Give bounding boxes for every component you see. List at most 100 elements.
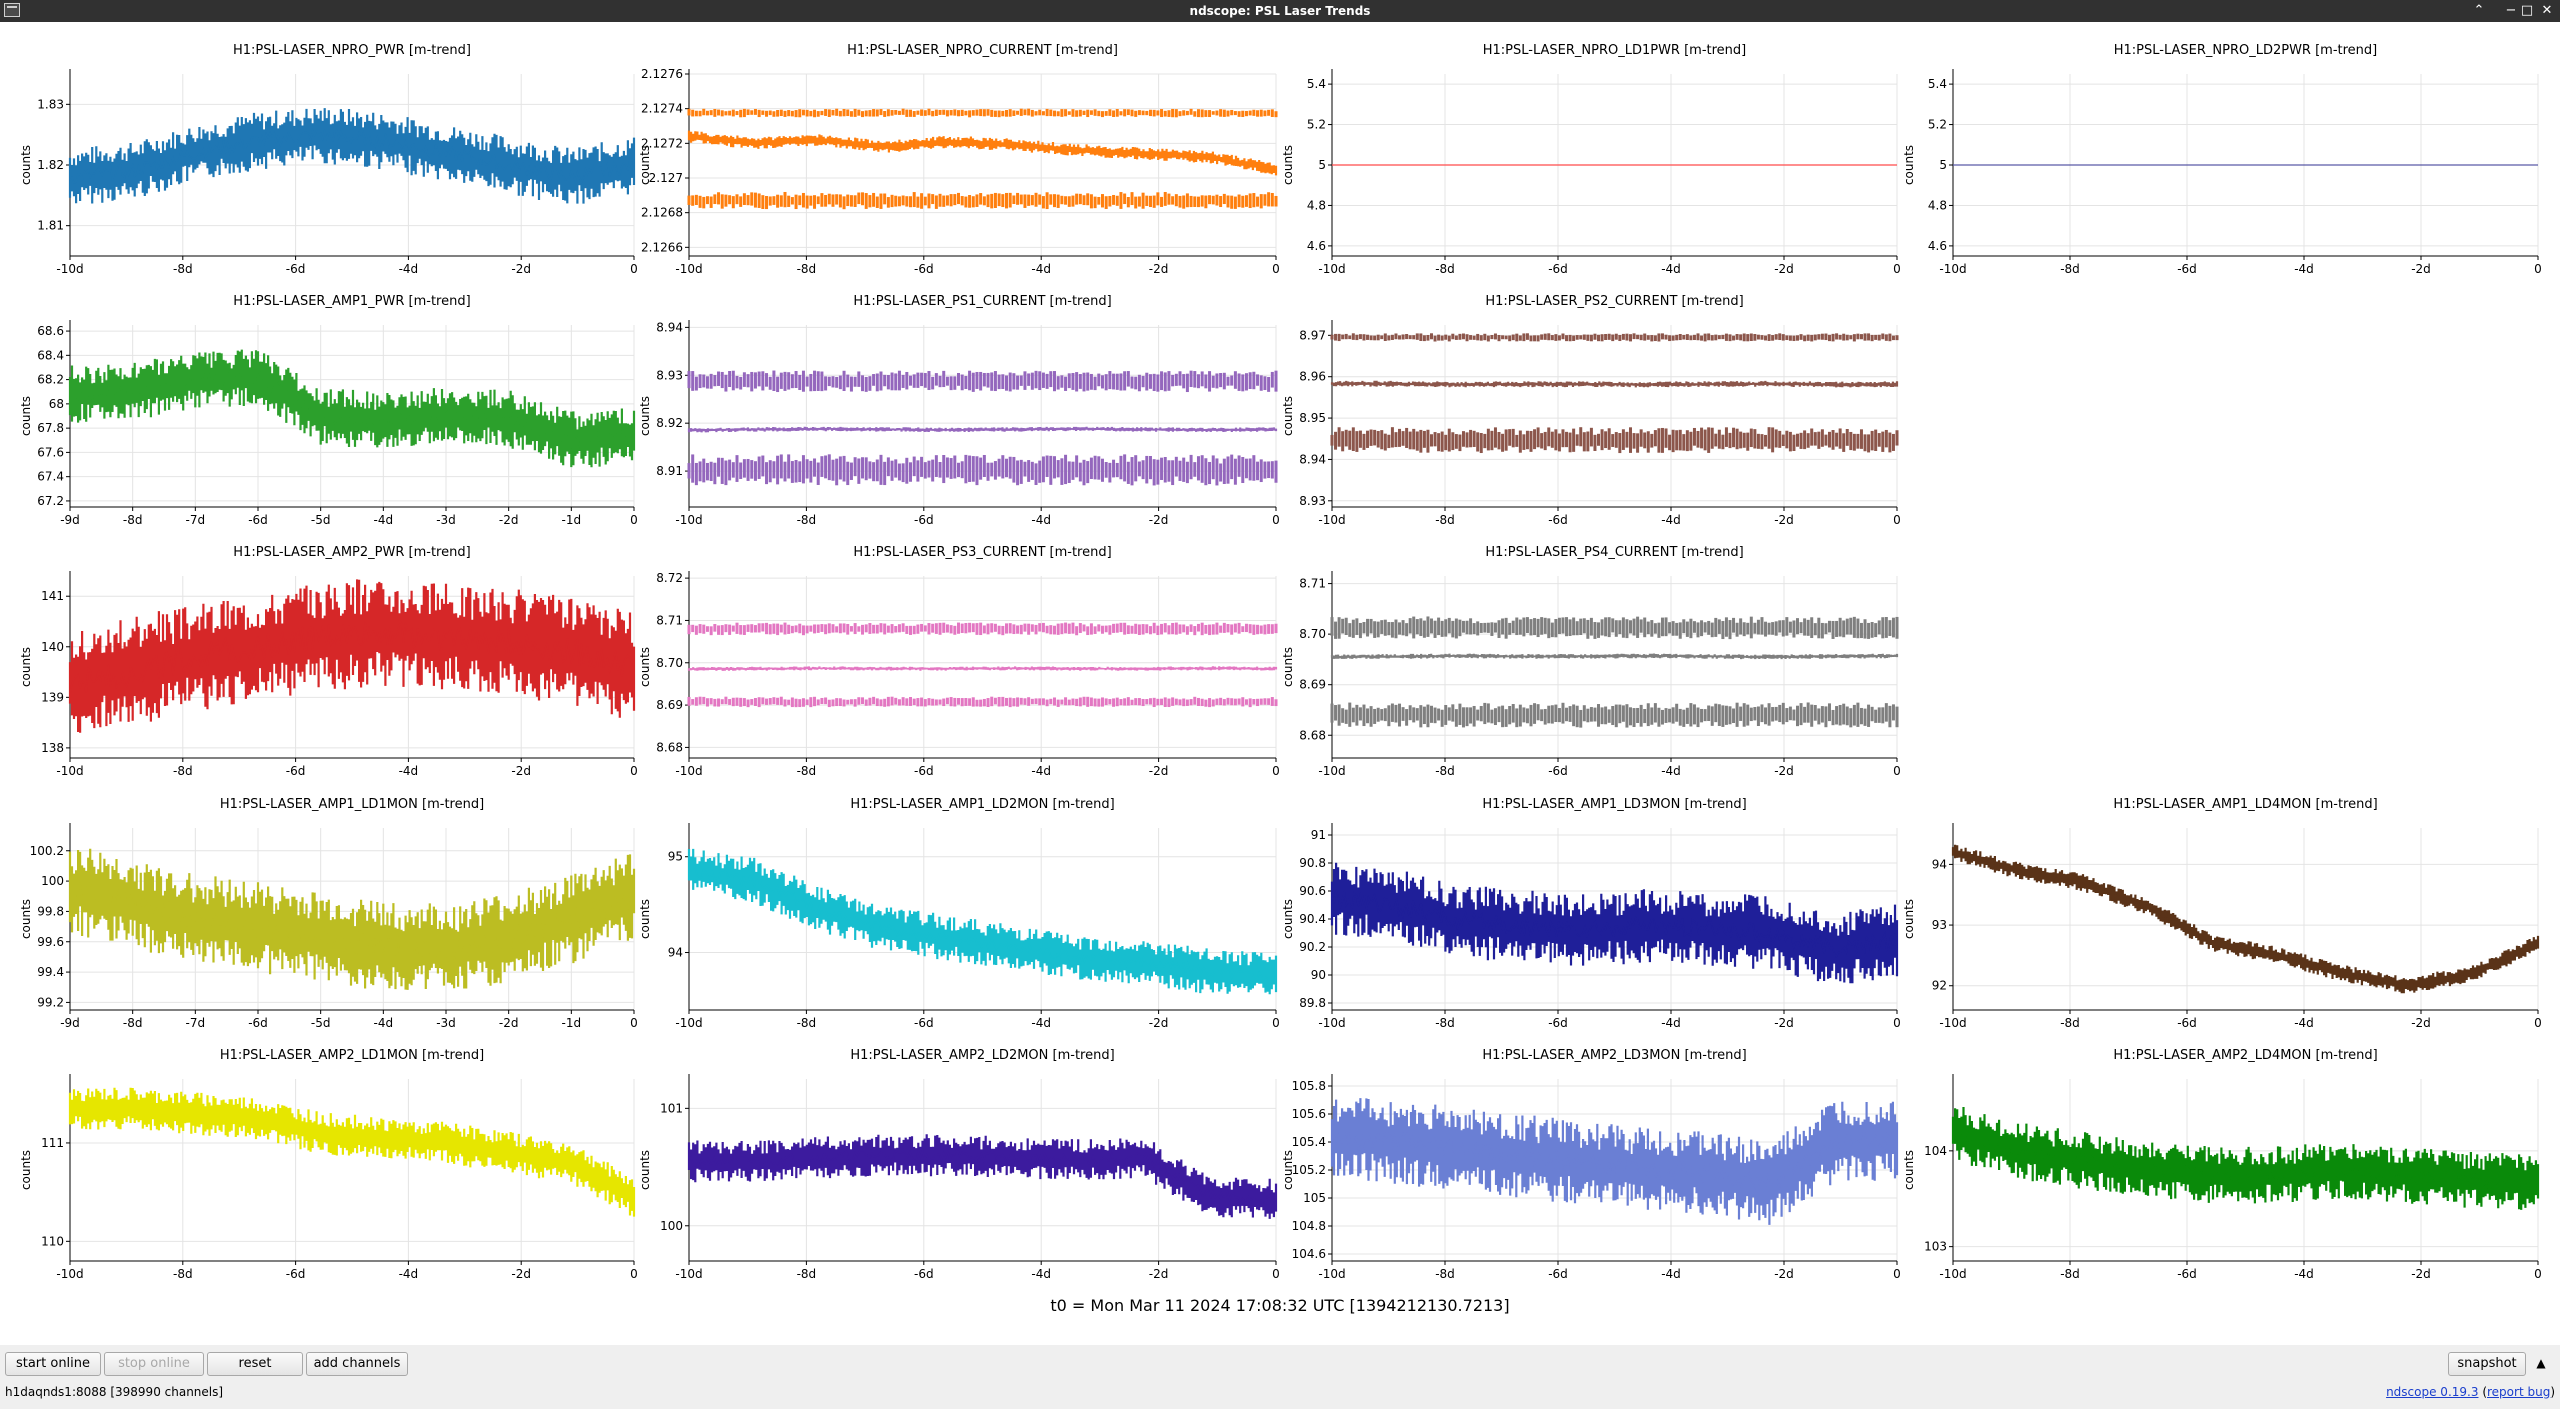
series-envelope: [1951, 1107, 2540, 1210]
series: [1330, 862, 1899, 984]
keep-above-icon[interactable]: ⌃: [2473, 3, 2485, 18]
report-bug-link[interactable]: report bug: [2487, 1385, 2551, 1399]
y-tick-label: 8.69: [656, 698, 683, 712]
x-tick-label: -10d: [56, 764, 83, 778]
chart-title: H1:PSL-LASER_PS4_CURRENT [m-trend]: [1485, 545, 1743, 560]
series-envelope: [687, 1134, 1278, 1219]
series-line: [688, 866, 1277, 981]
y-tick-label: 8.71: [656, 613, 683, 627]
x-tick-label: -4d: [1031, 1267, 1051, 1281]
y-tick-label: 8.70: [1299, 627, 1326, 641]
maximize-icon[interactable]: □: [2520, 3, 2534, 18]
x-tick-label: 0: [1272, 262, 1280, 276]
chart-panel[interactable]: H1:PSL-LASER_AMP1_LD3MON [m-trend] counts…: [1281, 797, 1901, 1030]
chart-panel[interactable]: H1:PSL-LASER_AMP2_LD4MON [m-trend] counts…: [1902, 1048, 2542, 1281]
chart-panel[interactable]: H1:PSL-LASER_NPRO_LD1PWR [m-trend] counts…: [1281, 43, 1901, 276]
x-tick-label: -2d: [1774, 262, 1794, 276]
chart-panel[interactable]: H1:PSL-LASER_AMP2_LD1MON [m-trend] counts…: [19, 1048, 638, 1281]
x-tick-label: -4d: [399, 1267, 419, 1281]
plot-area[interactable]: H1:PSL-LASER_NPRO_PWR [m-trend] counts 1.8…: [0, 22, 2560, 1345]
series-line: [69, 882, 635, 961]
stop-online-label: stop online: [118, 1356, 190, 1371]
y-tick-label: 91: [1311, 828, 1326, 842]
x-tick-label: -4d: [2294, 262, 2314, 276]
collapse-arrow-icon[interactable]: ▲: [2536, 1356, 2546, 1370]
add-channels-button[interactable]: add channels: [306, 1352, 408, 1376]
series: [687, 622, 1278, 708]
y-axis-label: counts: [19, 145, 33, 185]
app-icon[interactable]: [4, 3, 20, 17]
x-tick-label: -4d: [1031, 1016, 1051, 1030]
x-tick-label: -4d: [1031, 764, 1051, 778]
x-tick-label: -6d: [914, 764, 934, 778]
series: [68, 848, 636, 990]
add-channels-label: add channels: [313, 1356, 401, 1371]
x-tick-label: -2d: [1149, 262, 1169, 276]
y-axis-label: counts: [19, 1150, 33, 1190]
series-line: [688, 667, 1276, 671]
stop-online-button: stop online: [104, 1352, 204, 1376]
y-tick-label: 2.1276: [641, 67, 683, 81]
chart-panel[interactable]: H1:PSL-LASER_PS3_CURRENT [m-trend] counts…: [638, 545, 1280, 778]
series: [1330, 333, 1899, 454]
snapshot-button[interactable]: snapshot: [2448, 1352, 2526, 1376]
reset-button[interactable]: reset: [207, 1352, 303, 1376]
chart-panel[interactable]: H1:PSL-LASER_AMP2_LD2MON [m-trend] counts…: [638, 1048, 1280, 1281]
x-tick-label: -6d: [286, 764, 306, 778]
x-tick-label: -3d: [436, 513, 456, 527]
chart-panel[interactable]: H1:PSL-LASER_PS2_CURRENT [m-trend] counts…: [1281, 294, 1901, 527]
chart-panel[interactable]: H1:PSL-LASER_AMP2_LD3MON [m-trend] counts…: [1281, 1048, 1901, 1281]
y-axis-label: counts: [638, 647, 652, 687]
chart-title: H1:PSL-LASER_NPRO_LD1PWR [m-trend]: [1483, 43, 1747, 58]
series-envelope: [68, 579, 636, 733]
series-envelope: [1951, 844, 2540, 994]
chart-title: H1:PSL-LASER_PS1_CURRENT [m-trend]: [853, 294, 1111, 309]
x-tick-label: -8d: [2060, 1267, 2080, 1281]
x-tick-label: -4d: [1661, 513, 1681, 527]
x-tick-label: -2d: [511, 1267, 531, 1281]
x-tick-label: -2d: [2411, 262, 2431, 276]
y-tick-label: 1.81: [37, 219, 64, 233]
minimize-icon[interactable]: −: [2505, 3, 2517, 18]
y-axis-label: counts: [1281, 145, 1295, 185]
chart-panel[interactable]: H1:PSL-LASER_AMP1_LD4MON [m-trend] counts…: [1902, 797, 2542, 1030]
series: [687, 1134, 1278, 1219]
x-tick-label: -6d: [248, 1016, 268, 1030]
y-tick-label: 100: [660, 1219, 683, 1233]
y-tick-label: 104.6: [1292, 1247, 1326, 1261]
y-tick-label: 68.4: [37, 348, 64, 362]
x-tick-label: -2d: [511, 262, 531, 276]
series-line: [69, 127, 635, 185]
plot-grid[interactable]: H1:PSL-LASER_NPRO_PWR [m-trend] counts 1.8…: [0, 22, 2560, 1345]
series-line: [1331, 654, 1898, 658]
y-tick-label: 105: [1303, 1191, 1326, 1205]
y-axis-label: counts: [1281, 1150, 1295, 1190]
series-envelope: [68, 349, 636, 468]
chart-panel[interactable]: H1:PSL-LASER_AMP1_LD2MON [m-trend] counts…: [638, 797, 1280, 1030]
chart-panel[interactable]: H1:PSL-LASER_AMP2_PWR [m-trend] counts 138…: [19, 545, 638, 778]
y-tick-label: 8.95: [1299, 411, 1326, 425]
y-tick-label: 4.8: [1928, 198, 1947, 212]
paren-close: ): [2550, 1385, 2555, 1399]
series: [687, 848, 1278, 995]
x-tick-label: -10d: [1939, 262, 1966, 276]
x-tick-label: 0: [2534, 262, 2542, 276]
chart-panel[interactable]: H1:PSL-LASER_PS1_CURRENT [m-trend] counts…: [638, 294, 1280, 527]
series-envelope: [687, 848, 1278, 995]
chart-panel[interactable]: H1:PSL-LASER_PS4_CURRENT [m-trend] counts…: [1281, 545, 1901, 778]
chart-panel[interactable]: H1:PSL-LASER_AMP1_LD1MON [m-trend] counts…: [19, 797, 638, 1030]
x-tick-label: -8d: [173, 262, 193, 276]
version-link[interactable]: ndscope 0.19.3: [2386, 1385, 2479, 1399]
chart-panel[interactable]: H1:PSL-LASER_NPRO_LD2PWR [m-trend] counts…: [1902, 43, 2542, 276]
x-tick-label: 0: [2534, 1267, 2542, 1281]
x-tick-label: -2d: [2411, 1267, 2431, 1281]
chart-panel[interactable]: H1:PSL-LASER_NPRO_CURRENT [m-trend] count…: [638, 43, 1280, 276]
chart-panel[interactable]: H1:PSL-LASER_AMP1_PWR [m-trend] counts 67.…: [19, 294, 638, 527]
series-line: [1952, 1129, 2539, 1192]
start-online-button[interactable]: start online: [5, 1352, 101, 1376]
chart-panel[interactable]: H1:PSL-LASER_NPRO_PWR [m-trend] counts 1.8…: [19, 43, 638, 276]
series-line: [688, 427, 1277, 432]
y-tick-label: 92: [1932, 979, 1947, 993]
x-tick-label: -10d: [1318, 1016, 1345, 1030]
close-icon[interactable]: ✕: [2541, 3, 2553, 18]
